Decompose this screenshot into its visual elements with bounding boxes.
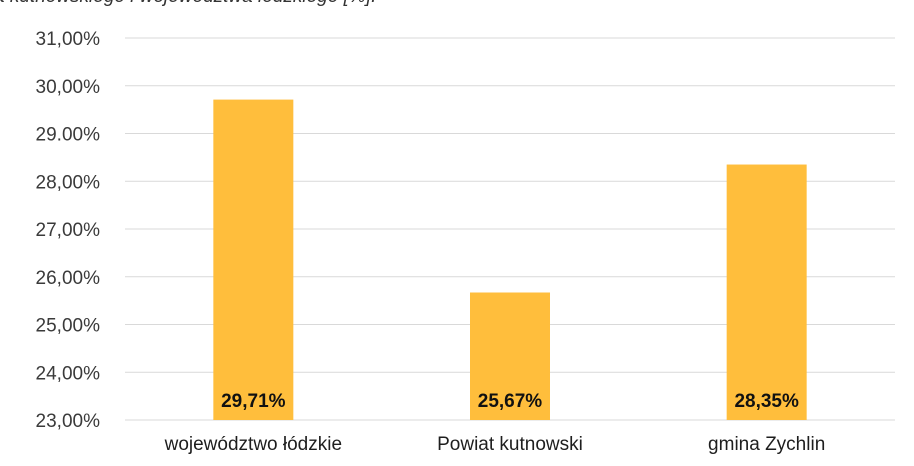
bar [470, 292, 550, 420]
data-label: 28,35% [734, 391, 799, 412]
bars [213, 99, 807, 420]
bar [726, 164, 807, 420]
category-label: gmina Zychlin [708, 434, 825, 455]
y-tick-label: 28,00% [36, 172, 101, 193]
data-labels: 29,71% 25,67% 28,35% [221, 391, 799, 412]
y-tick-label: 29.00% [36, 125, 101, 146]
bar [213, 99, 294, 420]
data-label: 29,71% [221, 391, 286, 412]
y-tick-label: 26,00% [36, 268, 101, 289]
y-tick-label: 23,00% [36, 411, 101, 432]
y-tick-label: 25,00% [36, 316, 101, 337]
chart-title: a kutnowskiego i województwa łódzkiego [… [0, 0, 376, 8]
category-label: Powiat kutnowski [437, 434, 583, 455]
y-axis-ticks: 31,00% 30,00% 29.00% 28,00% 27,00% 26,00% 25,0… [36, 29, 101, 432]
y-tick-label: 27,00% [36, 220, 101, 241]
category-label: województwo łódzkie [164, 434, 342, 455]
x-axis-categories: województwo łódzkie Powiat kutnowski gmina… [164, 434, 826, 455]
y-tick-label: 24,00% [36, 363, 101, 384]
data-label: 25,67% [478, 391, 543, 412]
y-tick-label: 31,00% [36, 29, 101, 50]
y-tick-label: 30,00% [36, 77, 101, 98]
